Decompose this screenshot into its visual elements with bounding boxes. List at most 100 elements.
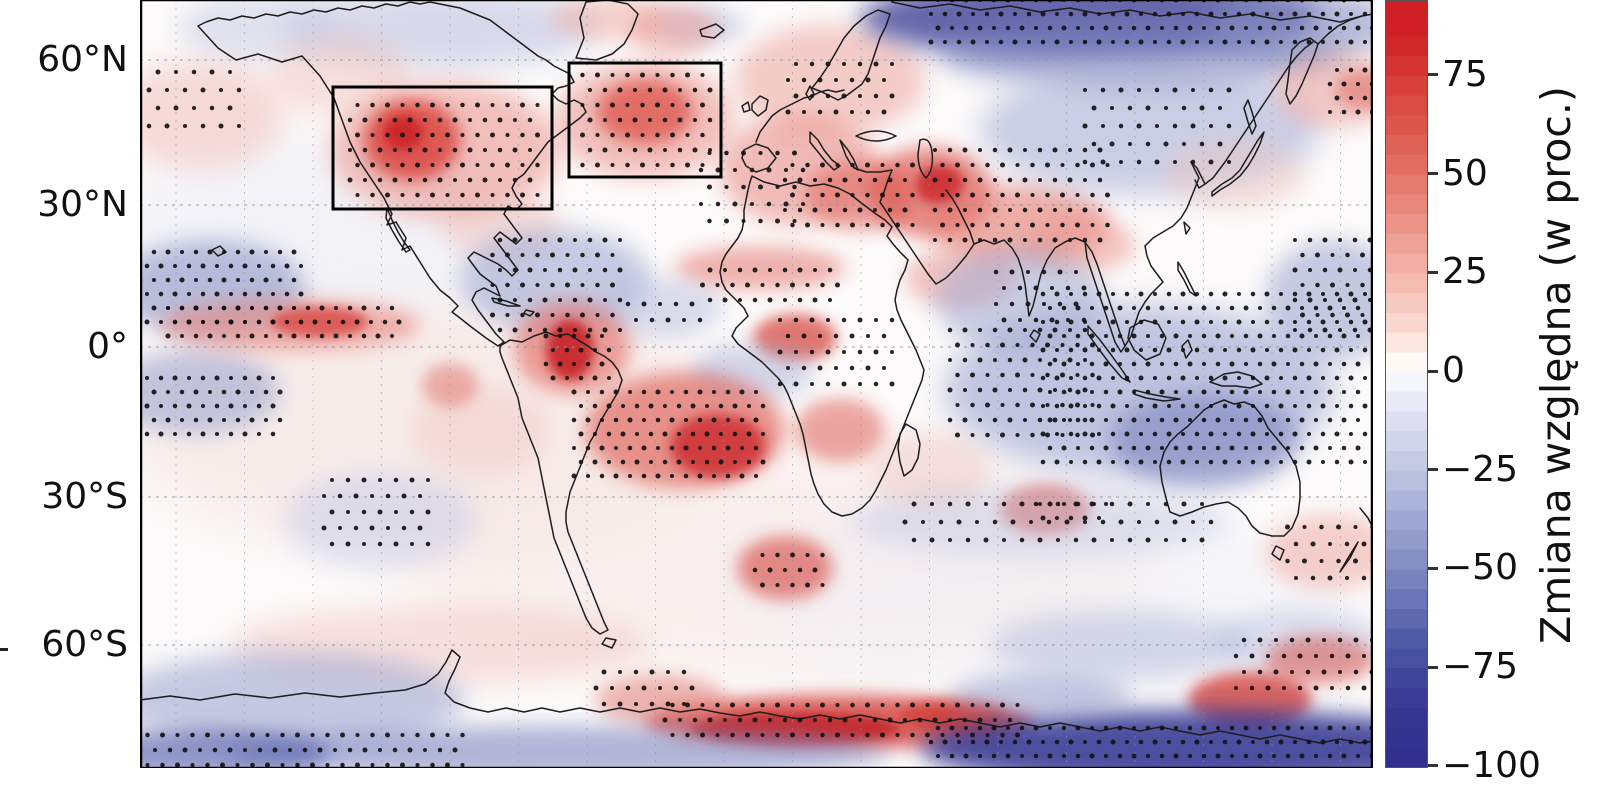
stipple-dot	[641, 473, 647, 479]
stipple-dot	[1195, 376, 1199, 380]
stipple-dot	[164, 123, 170, 129]
stipple-dot	[1217, 141, 1223, 147]
stipple-dot	[1279, 460, 1283, 464]
stipple-dot	[1038, 358, 1042, 362]
stipple-dot	[227, 105, 233, 111]
stipple-dot	[1362, 11, 1368, 17]
stipple-dot	[1083, 88, 1087, 92]
stipple-dot	[528, 148, 532, 152]
stipple-dot	[715, 702, 720, 708]
stipple-dot	[467, 147, 473, 153]
stipple-dot	[1062, 418, 1066, 422]
stipple-dot	[330, 478, 334, 482]
stipple-dot	[625, 103, 630, 107]
stipple-dot	[490, 132, 495, 138]
stipple-dot	[425, 509, 431, 515]
stipple-dot	[817, 77, 823, 83]
stipple-dot	[407, 117, 413, 123]
stipple-dot	[1299, 445, 1305, 451]
stipple-dot	[985, 193, 990, 197]
stipple-dot	[579, 404, 583, 408]
stipple-dot	[155, 69, 161, 75]
stipple-dot	[760, 403, 766, 409]
stipple-dot	[1327, 389, 1333, 395]
stipple-dot	[697, 473, 703, 479]
stipple-dot	[1047, 333, 1053, 339]
stipple-dot	[760, 702, 765, 708]
stipple-dot	[753, 417, 759, 423]
stipple-dot	[396, 319, 402, 325]
stipple-dot	[592, 459, 598, 465]
stipple-dot	[1215, 417, 1221, 423]
stipple-dot	[929, 537, 935, 543]
stipple-dot	[1314, 418, 1318, 422]
stipple-dot	[1023, 238, 1027, 242]
stipple-dot	[642, 418, 646, 422]
stipple-dot	[792, 219, 797, 223]
stipple-dot	[1089, 417, 1095, 423]
stipple-dot	[578, 347, 584, 353]
stipple-dot	[265, 762, 270, 768]
stipple-dot	[430, 163, 435, 167]
stipple-dot	[355, 103, 360, 107]
stipple-dot	[426, 478, 430, 482]
stipple-dot	[1322, 237, 1328, 243]
stipple-dot	[1194, 739, 1200, 745]
stipple-dot	[1001, 501, 1007, 507]
stipple-dot	[792, 184, 797, 190]
anomaly-blob	[140, 729, 330, 768]
stipple-dot	[1050, 286, 1054, 290]
stipple-dot	[786, 366, 790, 370]
stipple-dot	[655, 163, 660, 167]
stipple-dot	[849, 77, 855, 83]
stipple-dot	[747, 404, 751, 408]
stipple-dot	[151, 249, 157, 255]
stipple-dot	[850, 733, 855, 737]
stipple-dot	[1314, 754, 1318, 758]
stipple-dot	[782, 717, 788, 723]
stipple-dot	[850, 110, 854, 114]
stipple-dot	[1054, 459, 1060, 465]
stipple-dot	[950, 26, 954, 30]
stipple-dot	[363, 178, 367, 182]
stipple-dot	[587, 117, 593, 123]
stipple-dot	[400, 762, 405, 768]
stipple-dot	[1082, 459, 1088, 465]
stipple-dot	[1089, 333, 1095, 339]
stipple-dot	[1342, 306, 1346, 310]
stipple-dot	[1160, 26, 1164, 30]
stipple-dot	[193, 249, 199, 255]
stipple-dot	[902, 207, 908, 213]
stipple-dot	[219, 88, 223, 92]
stipple-dot	[655, 417, 661, 423]
stipple-dot	[1089, 25, 1095, 31]
stipple-dot	[385, 762, 390, 768]
stipple-dot	[775, 282, 780, 288]
stipple-dot	[1060, 402, 1065, 408]
stipple-dot	[1348, 375, 1354, 381]
stipple-dot	[903, 718, 907, 722]
stipple-dot	[192, 106, 196, 110]
stipple-dot	[1049, 317, 1055, 323]
stipple-dot	[873, 93, 879, 99]
stipple-dot	[1053, 388, 1057, 392]
stipple-dot	[963, 753, 969, 759]
stipple-dot	[813, 268, 817, 272]
stipple-dot	[1022, 357, 1028, 363]
stipple-dot	[887, 717, 893, 723]
stipple-dot	[277, 305, 283, 311]
stipple-dot	[737, 267, 743, 273]
stipple-dot	[586, 474, 590, 478]
stipple-dot	[513, 298, 517, 302]
stipple-dot	[1265, 432, 1269, 436]
stipple-dot	[758, 218, 763, 224]
stipple-dot	[1075, 753, 1081, 759]
stipple-dot	[175, 762, 180, 768]
stipple-dot	[572, 297, 578, 303]
stipple-dot	[1152, 431, 1158, 437]
stipple-dot	[1362, 95, 1368, 101]
stipple-dot	[1097, 516, 1101, 520]
stipple-dot	[1337, 637, 1343, 643]
stipple-dot	[221, 389, 227, 395]
stipple-dot	[1145, 305, 1151, 311]
